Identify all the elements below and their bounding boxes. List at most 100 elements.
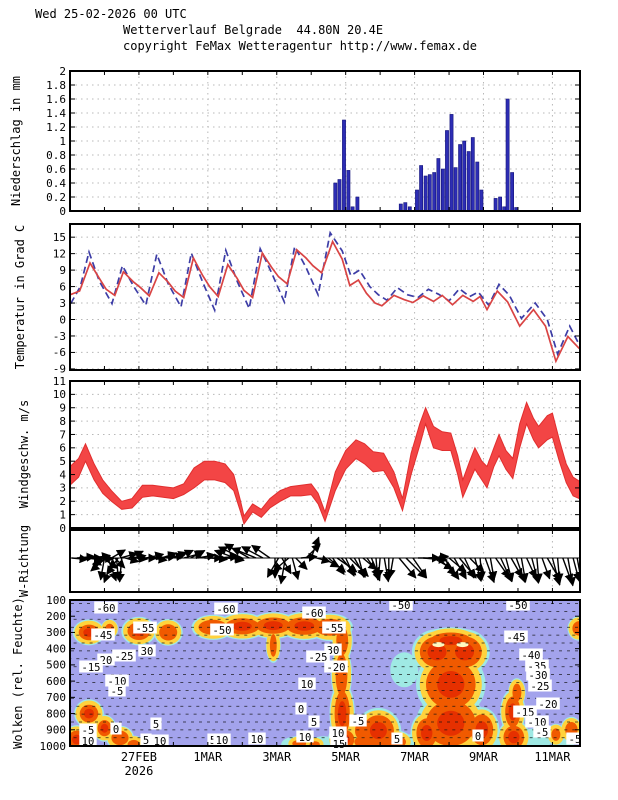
- wind-arrow: [272, 557, 290, 572]
- temperature-solid-red: [70, 239, 580, 364]
- clouds-axis-title: Wolken (rel. Feuchte): [11, 597, 25, 749]
- wind-speed-band: [70, 400, 580, 526]
- contour-label: -60: [97, 603, 116, 615]
- precip-bar: [337, 179, 342, 211]
- contour-label: 0: [298, 704, 304, 716]
- contour-label: -25: [531, 681, 550, 693]
- precip-frame: 00.20.40.60.811.21.41.61.82 Niederschlag …: [9, 65, 581, 218]
- contour-label: -60: [217, 604, 236, 616]
- date-label: 11MAR: [534, 750, 571, 764]
- precip-axis-title: Niederschlag in mm: [9, 76, 23, 206]
- wind-arrow: [190, 549, 206, 559]
- x-axis-labels: 27FEB 1MAR 3MAR 5MAR 7MAR 9MAR 11MAR 2026: [121, 750, 571, 778]
- windspeed-ytick-label: 0: [59, 522, 66, 535]
- wind-arrow: [230, 554, 245, 564]
- precip-bar: [423, 175, 428, 211]
- temp-ytick-label: 9: [59, 264, 66, 277]
- wind-arrow: [533, 557, 543, 583]
- contour-label: -50: [213, 625, 232, 637]
- wind-arrow: [91, 557, 110, 566]
- wind-arrow: [161, 551, 178, 560]
- precip-ytick-label: 0.2: [46, 191, 66, 204]
- contour-label: -30: [529, 670, 548, 682]
- wind-arrow: [372, 557, 382, 581]
- windspeed-ytick-label: 1: [59, 508, 66, 521]
- contour-label: 30: [141, 646, 154, 658]
- precip-ytick-label: 0.8: [46, 149, 66, 162]
- wind-arrow: [115, 557, 125, 583]
- precip-ytick-label: 0.6: [46, 163, 66, 176]
- wind-arrow: [541, 557, 552, 580]
- wind-arrow: [291, 557, 301, 581]
- winddir-frame: W-Richtung: [17, 525, 581, 597]
- precip-ytick-label: 1.8: [46, 79, 66, 92]
- contour-label: -25: [309, 652, 328, 664]
- contour-label: -20: [539, 699, 558, 711]
- precip-bar: [415, 189, 419, 211]
- clouds-ytick-label: 100: [46, 594, 66, 607]
- windspeed-ytick-label: 10: [53, 388, 66, 401]
- clouds-ytick-label: 600: [46, 675, 66, 688]
- temp-grid: [70, 224, 580, 370]
- precip-grid: [70, 70, 580, 212]
- wind-arrow: [197, 551, 217, 561]
- precip-bar: [427, 174, 432, 211]
- clouds-ytick-label: 900: [46, 724, 66, 737]
- precip-bar: [510, 172, 515, 211]
- windspeed-ytick-label: 2: [59, 495, 66, 508]
- precip-bars: [333, 98, 519, 211]
- precip-bar: [470, 137, 475, 211]
- wind-arrow: [97, 557, 107, 581]
- contour-label: 5: [153, 719, 159, 731]
- wind-arrow: [111, 549, 126, 559]
- wind-arrow: [476, 557, 486, 581]
- contour-label: 10: [299, 732, 312, 744]
- clouds-ytick-label: 300: [46, 626, 66, 639]
- contour-label: 5: [143, 735, 149, 747]
- windspeed-ytick-label: 5: [59, 455, 66, 468]
- wind-arrow: [124, 555, 140, 564]
- contour-label: 30: [327, 645, 340, 657]
- wind-arrow: [463, 557, 475, 579]
- wind-arrow: [345, 557, 355, 577]
- windspeed-ytick-label: 4: [59, 468, 66, 481]
- contour-label: 0: [475, 731, 481, 743]
- date-label: 27FEB: [121, 750, 157, 764]
- wind-arrow: [106, 557, 119, 576]
- precip-bar: [333, 182, 338, 211]
- contour-label: 15: [333, 739, 346, 751]
- precip-bar: [436, 158, 441, 211]
- wind-arrow: [412, 557, 428, 579]
- contour-label: -25: [115, 651, 134, 663]
- contour-label: 5: [311, 717, 317, 729]
- precip-ytick-label: 0.4: [46, 177, 66, 190]
- precip-ytick-label: 1.6: [46, 93, 66, 106]
- datetime-label: Wed 25-02-2026 00 UTC: [35, 7, 187, 21]
- wind-arrow: [453, 557, 467, 580]
- clouds-ytick-label: 1000: [40, 740, 67, 753]
- clouds-ytick-label: 200: [46, 610, 66, 623]
- contour-label: -5: [569, 734, 582, 746]
- precip-bar: [449, 114, 454, 211]
- wind-arrow: [300, 552, 318, 562]
- contour-label: 10: [251, 734, 264, 746]
- wind-arrow: [71, 554, 89, 564]
- precip-bar: [445, 130, 449, 211]
- wind-arrow: [251, 544, 271, 559]
- windspeed-ytick-label: 11: [53, 375, 66, 388]
- contour-label: -5: [536, 727, 549, 739]
- date-label: 3MAR: [262, 750, 292, 764]
- precip-bar: [493, 198, 498, 211]
- wind-arrow: [505, 557, 515, 583]
- contour-label: 10: [332, 728, 345, 740]
- precip-ytick-label: 2: [59, 65, 66, 78]
- precip-bar: [350, 206, 355, 211]
- contour-label: 0: [113, 724, 119, 736]
- precip-bar: [475, 161, 480, 211]
- precip-ytick-label: 1.4: [46, 107, 66, 120]
- windspeed-ytick-label: 7: [59, 428, 66, 441]
- precip-bar: [342, 119, 346, 211]
- precip-bar: [462, 140, 467, 211]
